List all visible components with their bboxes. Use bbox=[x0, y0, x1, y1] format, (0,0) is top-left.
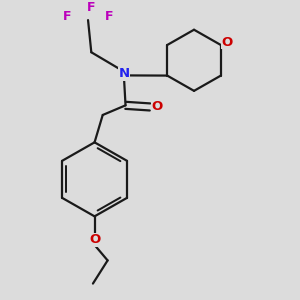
Text: O: O bbox=[221, 36, 232, 49]
Text: F: F bbox=[105, 11, 113, 23]
Text: F: F bbox=[87, 1, 96, 14]
Text: O: O bbox=[89, 233, 100, 246]
Text: F: F bbox=[63, 11, 71, 23]
Text: N: N bbox=[118, 67, 130, 80]
Text: O: O bbox=[152, 100, 163, 113]
